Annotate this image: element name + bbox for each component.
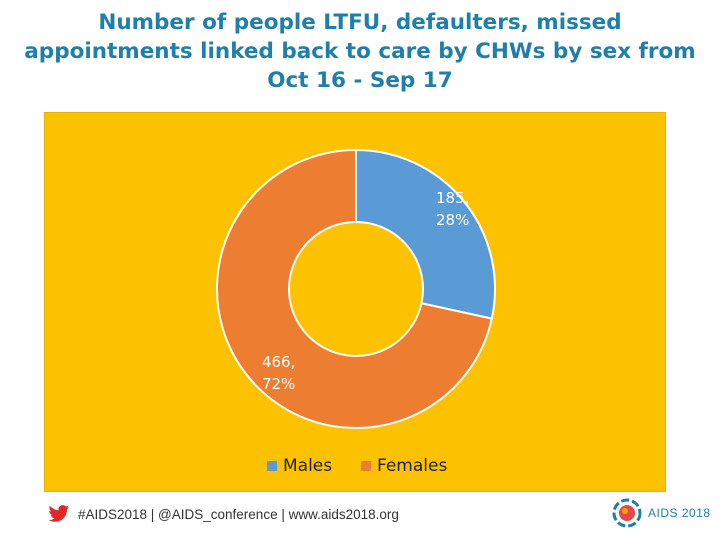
chart-area: 185, 28% 466, 72% Males Females bbox=[44, 112, 666, 492]
aids2018-logo: AIDS 2018 bbox=[612, 498, 711, 528]
donut-chart: 185, 28% 466, 72% Males Females bbox=[216, 148, 496, 476]
slice-males bbox=[355, 148, 496, 320]
legend-label-females: Females bbox=[377, 456, 447, 476]
twitter-bird-icon[interactable] bbox=[48, 504, 70, 524]
chart-title: Number of people LTFU, defaulters, misse… bbox=[24, 10, 696, 93]
data-label-females: 466, 72% bbox=[262, 353, 295, 393]
data-label-males: 185, 28% bbox=[436, 189, 469, 229]
footer: #AIDS2018 | @AIDS_conference | www.aids2… bbox=[48, 504, 399, 524]
legend-swatch-females bbox=[361, 461, 371, 471]
slice-females bbox=[216, 148, 493, 429]
logo-text: AIDS 2018 bbox=[648, 506, 711, 520]
legend-label-males: Males bbox=[283, 456, 332, 476]
legend-swatch-males bbox=[267, 461, 277, 471]
footer-text: #AIDS2018 | @AIDS_conference | www.aids2… bbox=[78, 506, 399, 522]
aids2018-logo-icon bbox=[612, 498, 642, 528]
